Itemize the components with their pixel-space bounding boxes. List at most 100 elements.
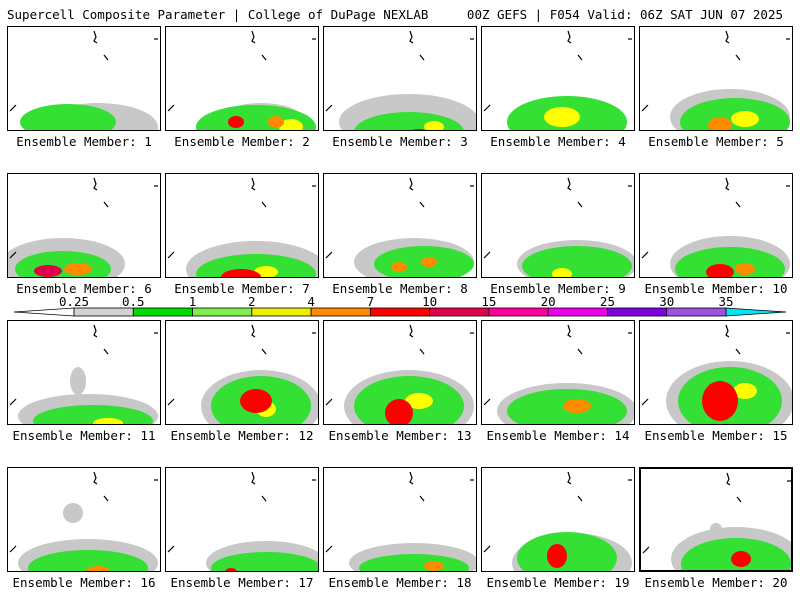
coastline-line (325, 251, 333, 259)
ensemble-member-label: Ensemble Member: 8 (332, 281, 468, 296)
ensemble-member-label: Ensemble Member: 20 (644, 575, 788, 590)
scp-contour-level-5 (225, 568, 237, 571)
scp-contour-level-1 (70, 367, 86, 395)
coastline-line (9, 251, 17, 259)
scp-field (325, 30, 476, 130)
scp-field (483, 30, 632, 130)
coastline-line (103, 54, 109, 61)
coastline-line (261, 495, 267, 502)
coastline-line (251, 177, 256, 191)
coastline-line (9, 104, 17, 112)
ensemble-member-label: Ensemble Member: 18 (328, 575, 472, 590)
ensemble-member-label: Ensemble Member: 7 (174, 281, 310, 296)
coastline-line (251, 30, 256, 44)
colorbar-segment (310, 307, 371, 317)
ensemble-member-label: Ensemble Member: 4 (490, 134, 626, 149)
coastline-line (325, 545, 333, 553)
scp-contour-level-3 (552, 268, 572, 277)
coastline-line (725, 30, 730, 44)
colorbar-upper-arrow (725, 307, 787, 317)
coastline-line (419, 495, 425, 502)
colorbar-segment (666, 307, 727, 317)
coastline-line (642, 546, 650, 554)
scp-contour-level-4 (48, 130, 108, 131)
scp-field (325, 177, 474, 277)
ensemble-member-label: Ensemble Member: 14 (486, 428, 630, 443)
scp-field (9, 471, 158, 571)
ensemble-member-map (7, 26, 161, 131)
ensemble-member-map (323, 320, 477, 425)
scp-contour-level-4 (391, 262, 407, 272)
ensemble-member-map (323, 26, 477, 131)
scp-contour-level-5 (706, 264, 734, 277)
coastline-line (93, 177, 98, 191)
scp-contour-level-4 (268, 116, 284, 128)
coastline-line (567, 471, 572, 485)
coastline-line (483, 545, 491, 553)
coastline-line (93, 30, 98, 44)
coastline-line (567, 177, 572, 191)
coastline-line (251, 324, 256, 338)
ensemble-member-map (639, 26, 793, 131)
scp-contour-level-5 (221, 269, 261, 277)
coastline-line (577, 201, 583, 208)
scp-field (641, 324, 792, 424)
colorbar-tick-label: 25 (600, 296, 615, 309)
coastline-line (577, 54, 583, 61)
scp-contour-level-4 (421, 257, 437, 267)
colorbar-segment (251, 307, 312, 317)
coastline-line (167, 398, 175, 406)
coastline-line (483, 251, 491, 259)
scp-contour-level-5 (702, 381, 738, 421)
coastline-line (9, 545, 17, 553)
ensemble-member-map (165, 173, 319, 278)
scp-contour-level-5 (228, 116, 244, 128)
ensemble-member-label: Ensemble Member: 2 (174, 134, 310, 149)
scp-field (9, 30, 158, 131)
colorbar-tick-label: 2 (248, 296, 256, 309)
coastline-line (261, 201, 267, 208)
scp-contour-level-6 (411, 129, 427, 130)
ensemble-member-map (481, 173, 635, 278)
ensemble-member-label: Ensemble Member: 10 (644, 281, 788, 296)
scp-contour-level-3 (254, 266, 278, 277)
ensemble-member-map (639, 173, 793, 278)
scp-contour-level-3 (424, 121, 444, 130)
ensemble-member-label: Ensemble Member: 1 (16, 134, 152, 149)
ensemble-member-label: Ensemble Member: 5 (648, 134, 784, 149)
coastline-line (641, 104, 649, 112)
scp-contour-level-4 (86, 566, 110, 571)
ensemble-member-map (481, 467, 635, 572)
colorbar-segment (132, 307, 193, 317)
scp-field (167, 471, 318, 571)
colorbar-tick-label: 30 (659, 296, 674, 309)
coastline-line (577, 495, 583, 502)
scp-contour-level-2 (522, 246, 632, 277)
coastline-line (419, 348, 425, 355)
colorbar-segment (607, 307, 668, 317)
coastline-line (251, 471, 256, 485)
scp-contour-level-2 (196, 254, 316, 277)
colorbar-tick-label: 0.5 (122, 296, 145, 309)
scp-field (642, 472, 791, 570)
coastline-line (725, 177, 730, 191)
ensemble-member-map (7, 173, 161, 278)
scp-contour-level-6 (34, 265, 62, 277)
ensemble-member-map (639, 320, 793, 425)
scp-contour-level-3 (93, 418, 123, 424)
scp-field (325, 324, 474, 424)
colorbar-tick-label: 35 (718, 296, 733, 309)
scp-field (483, 177, 634, 277)
ensemble-member-map (481, 320, 635, 425)
coastline-line (93, 324, 98, 338)
ensemble-member-label: Ensemble Member: 16 (12, 575, 156, 590)
ensemble-member-map (639, 467, 793, 572)
ensemble-member-label: Ensemble Member: 13 (328, 428, 472, 443)
scp-contour-level-3 (731, 111, 759, 127)
coastline-line (325, 104, 333, 112)
ensemble-member-map (165, 320, 319, 425)
ensemble-member-map (7, 467, 161, 572)
scp-contour-level-2 (33, 405, 153, 424)
coastline-line (735, 54, 741, 61)
ensemble-member-label: Ensemble Member: 15 (644, 428, 788, 443)
